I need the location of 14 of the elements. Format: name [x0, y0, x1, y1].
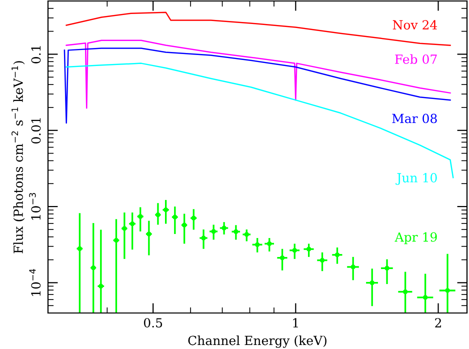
- y-tick-label: 10$^{−3}$: [29, 193, 41, 220]
- y-tick-label: 0.1: [31, 46, 41, 64]
- series-label: Mar 08: [392, 114, 437, 124]
- y-tick-label: 0.01: [31, 118, 41, 144]
- series-label: Apr 19: [394, 232, 437, 244]
- x-tick-label: 0.5: [144, 318, 162, 328]
- x-tick-label: 1: [293, 318, 298, 328]
- x-tick-label: 2: [435, 318, 441, 328]
- y-tick-label: 10$^{−4}$: [29, 268, 41, 296]
- series-label: Jun 10: [396, 173, 437, 185]
- x-axis-title: Channel Energy (keV): [188, 336, 326, 348]
- series-label: Feb 07: [395, 54, 437, 64]
- y-axis-title: Flux (Photons cm$^{−2}$ s$^{−1}$ keV$^{−1}$): [12, 61, 25, 254]
- series-label: Nov 24: [392, 20, 438, 30]
